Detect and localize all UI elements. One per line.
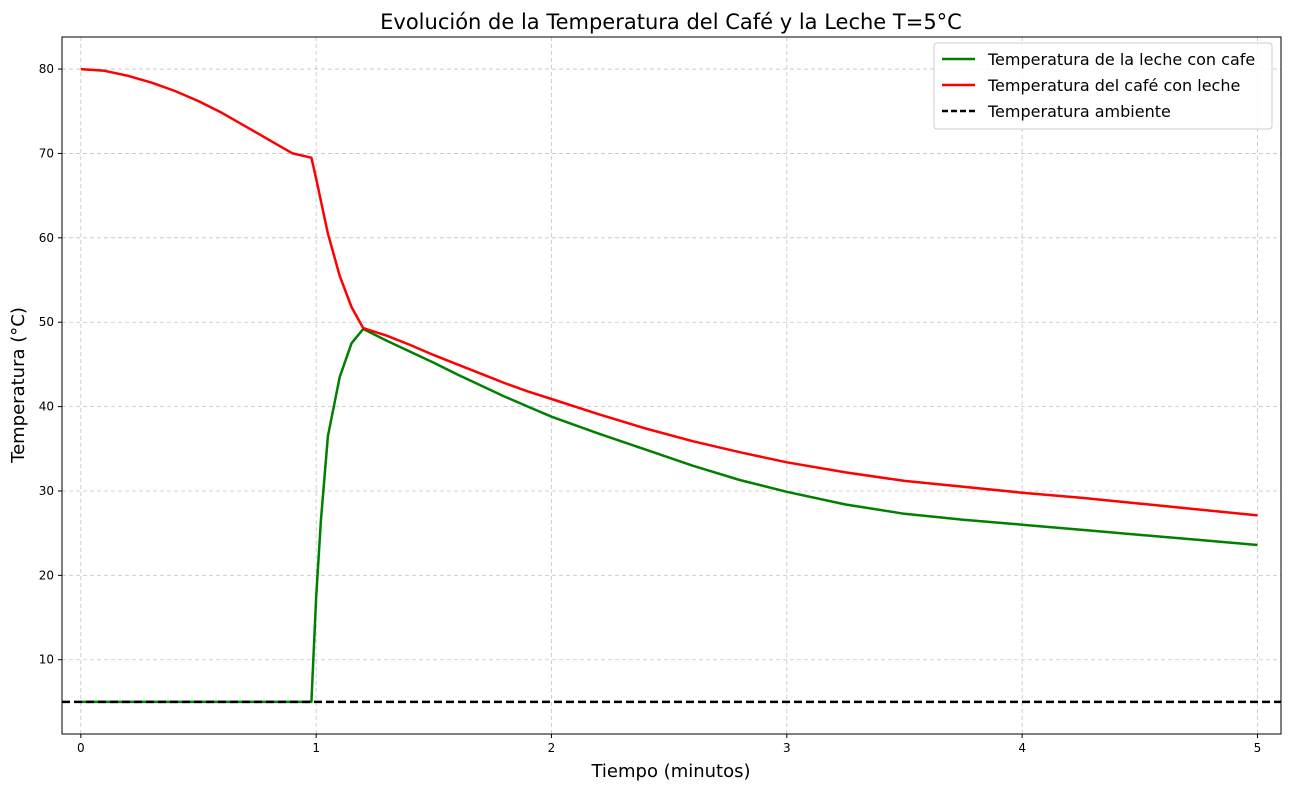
chart-title: Evolución de la Temperatura del Café y l…: [380, 10, 962, 34]
y-axis-title: Temperatura (°C): [8, 307, 29, 464]
legend-label-cafe: Temperatura del café con leche: [987, 76, 1240, 95]
y-tick-label: 70: [39, 146, 54, 160]
series-leche-line: [80, 327, 1258, 704]
y-tick-label: 40: [39, 400, 54, 414]
x-tick-label: 5: [1254, 741, 1262, 755]
x-tick-label: 1: [312, 741, 320, 755]
y-tick-label: 20: [39, 568, 54, 582]
y-tick-label: 60: [39, 231, 54, 245]
y-tick-label: 30: [39, 484, 54, 498]
x-tick-label: 2: [548, 741, 556, 755]
series-layer: [62, 67, 1281, 704]
y-tick-label: 50: [39, 315, 54, 329]
legend-label-leche: Temperatura de la leche con cafe: [987, 50, 1255, 69]
legend-box: [933, 42, 1273, 130]
legend: Temperatura de la leche con cafe Tempera…: [933, 42, 1273, 130]
series-cafe-line: [80, 67, 1258, 517]
x-tick-label: 4: [1018, 741, 1026, 755]
x-tick-label: 0: [77, 741, 85, 755]
grid: [62, 37, 1281, 734]
plot-area-frame: [61, 36, 1282, 735]
x-axis-title: Tiempo (minutos): [590, 761, 750, 782]
legend-label-ambiente: Temperatura ambiente: [987, 102, 1171, 121]
y-tick-label: 10: [39, 653, 54, 667]
x-tick-label: 3: [783, 741, 791, 755]
y-tick-label: 80: [39, 62, 54, 76]
axis-ticks: 0 1 2 3 4 5 10 20 30 40 50 60 70 80: [39, 62, 1262, 755]
